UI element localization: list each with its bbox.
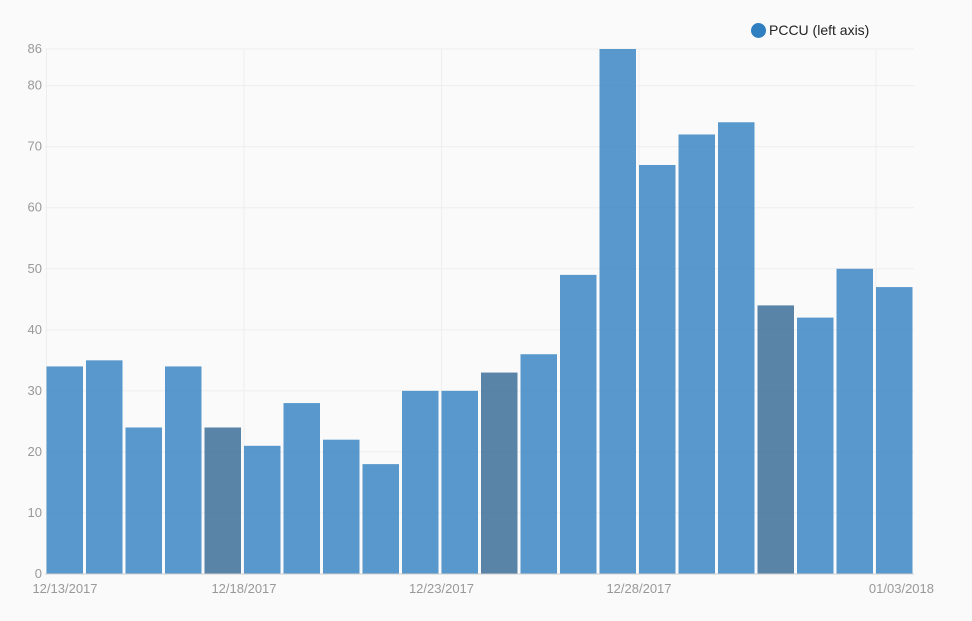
x-tick-label: 12/13/2017: [32, 581, 97, 596]
bar[interactable]: 12/16/2017: 34: [165, 366, 202, 574]
bar[interactable]: 12/30/2017: 74: [718, 122, 755, 574]
bar[interactable]: 12/20/2017: 22: [323, 439, 360, 574]
x-tick-label: 01/03/2018: [869, 581, 934, 596]
bar[interactable]: 12/24/2017: 33: [481, 372, 518, 574]
y-tick-label: 50: [28, 261, 42, 276]
bar[interactable]: 12/31/2017: 44: [757, 305, 795, 574]
legend[interactable]: PCCU (left axis): [751, 22, 869, 38]
legend-label: PCCU (left axis): [769, 22, 870, 38]
bar[interactable]: 12/25/2017: 36: [520, 354, 558, 574]
bar[interactable]: 12/13/2017: 34: [46, 366, 84, 574]
x-tick-label: 12/28/2017: [606, 581, 671, 596]
y-tick-label: 10: [28, 505, 42, 520]
bar[interactable]: 12/21/2017: 18: [362, 464, 400, 574]
bar[interactable]: 01/01/2018: 42: [797, 317, 834, 574]
bar[interactable]: 12/22/2017: 30: [402, 390, 439, 574]
bar[interactable]: 12/29/2017: 72: [678, 134, 716, 574]
bar[interactable]: 12/23/2017: 30: [441, 390, 479, 574]
legend-dot-icon: [751, 22, 766, 38]
bar[interactable]: 12/19/2017: 28: [283, 403, 321, 574]
y-tick-label: 70: [28, 139, 42, 154]
y-tick-label: 40: [28, 322, 42, 337]
bar[interactable]: 12/14/2017: 35: [86, 360, 123, 574]
y-tick-label: 0: [35, 566, 42, 581]
x-tick-label: 12/23/2017: [409, 581, 474, 596]
bar[interactable]: 01/02/2018: 50: [836, 268, 874, 574]
y-tick-label: 80: [28, 78, 42, 93]
y-tick-label: 86: [28, 41, 42, 56]
x-tick-label: 12/18/2017: [211, 581, 276, 596]
y-tick-label: 20: [28, 444, 42, 459]
bar[interactable]: 12/15/2017: 24: [125, 427, 163, 574]
y-tick-label: 30: [28, 383, 42, 398]
bar[interactable]: 12/26/2017: 49: [560, 274, 597, 574]
bar[interactable]: 12/28/2017: 67: [639, 164, 676, 575]
y-tick-label: 60: [28, 200, 42, 215]
bar[interactable]: 12/18/2017: 21: [244, 445, 281, 574]
bar[interactable]: 01/03/2018: 47: [876, 287, 913, 574]
bar[interactable]: 12/27/2017: 86: [599, 49, 637, 574]
bar[interactable]: 12/17/2017: 24: [204, 427, 242, 574]
